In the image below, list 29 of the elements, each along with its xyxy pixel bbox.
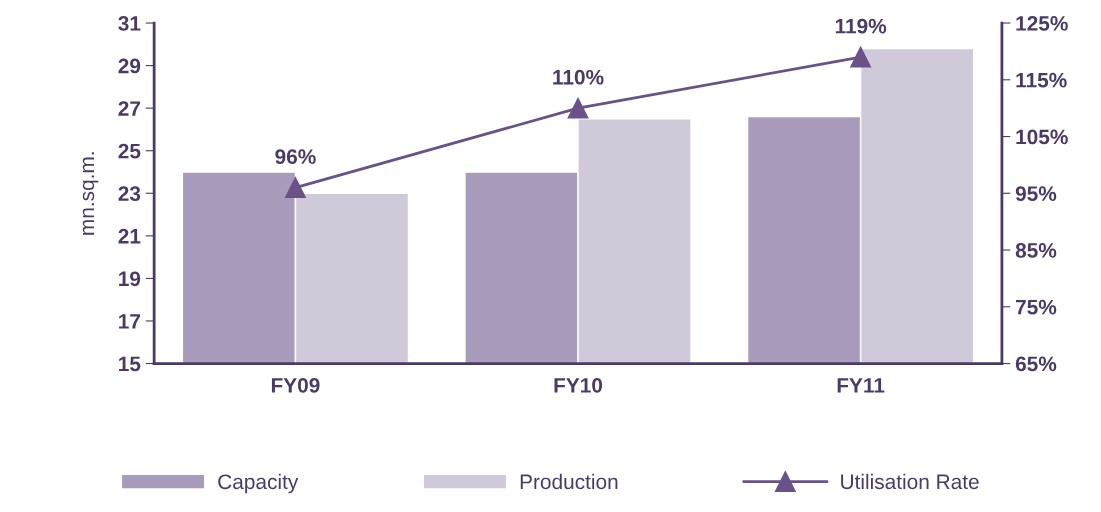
y-tick-label: 31 (118, 16, 141, 31)
y-tick-label: 29 (118, 58, 141, 74)
x-tick-label: FY10 (554, 377, 603, 393)
y-tick-label: 23 (118, 186, 141, 202)
point (285, 177, 306, 199)
y2-tick-label: 65% (1015, 356, 1057, 372)
x-tick-label: FY11 (837, 378, 885, 393)
y2-tick-label: 95% (1015, 186, 1057, 202)
point (850, 46, 872, 68)
data-label: 110% (553, 69, 604, 85)
data-label: 96% (275, 149, 316, 165)
y-axis-title: mn.sq.m. (82, 152, 99, 235)
data-label: 119% (835, 18, 887, 34)
y-tick-label: 25 (118, 143, 141, 159)
y-tick-label: 27 (118, 101, 141, 116)
y2-tick-label: 105% (1016, 129, 1068, 145)
y2-tick-label: 85% (1015, 243, 1057, 258)
x-tick-label: FY09 (271, 377, 320, 393)
y-tick-label: 17 (119, 314, 141, 329)
legend-label: Capacity (218, 473, 299, 494)
y2-tick-label: 125% (1016, 16, 1068, 31)
y-tick-label: 21 (118, 228, 141, 244)
legend-label: Production (520, 473, 618, 490)
y-tick-label: 15 (119, 356, 141, 372)
y2-tick-label: 75% (1016, 299, 1057, 315)
point (567, 97, 589, 119)
y2-tick-label: 115% (1016, 72, 1067, 88)
legend-label: Utilisation Rate (841, 473, 979, 490)
y-tick-label: 19 (119, 271, 141, 287)
